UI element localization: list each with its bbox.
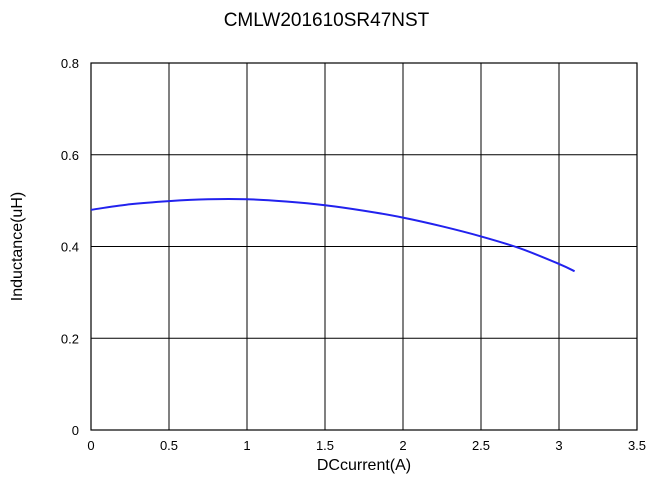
y-axis-ticks: 0 0.2 0.4 0.6 0.8 <box>61 56 79 438</box>
x-tick-label: 0 <box>87 438 94 453</box>
x-tick-label: 2.5 <box>472 438 490 453</box>
y-tick-label: 0 <box>72 423 79 438</box>
y-axis-label: Inductance(uH) <box>9 192 26 301</box>
y-tick-label: 0.6 <box>61 148 79 163</box>
y-tick-label: 0.2 <box>61 331 79 346</box>
y-tick-label: 0.8 <box>61 56 79 71</box>
x-tick-label: 1.5 <box>316 438 334 453</box>
x-tick-label: 0.5 <box>160 438 178 453</box>
inductance-series-line <box>91 199 575 271</box>
x-axis-ticks: 0 0.5 1 1.5 2 2.5 3 3.5 <box>87 438 646 453</box>
x-tick-label: 3.5 <box>628 438 646 453</box>
series-layer <box>91 199 575 271</box>
x-tick-label: 2 <box>399 438 406 453</box>
grid <box>91 63 637 430</box>
y-tick-label: 0.4 <box>61 240 79 255</box>
x-tick-label: 1 <box>243 438 250 453</box>
x-axis-label: DCcurrent(A) <box>317 457 411 474</box>
x-tick-label: 3 <box>555 438 562 453</box>
